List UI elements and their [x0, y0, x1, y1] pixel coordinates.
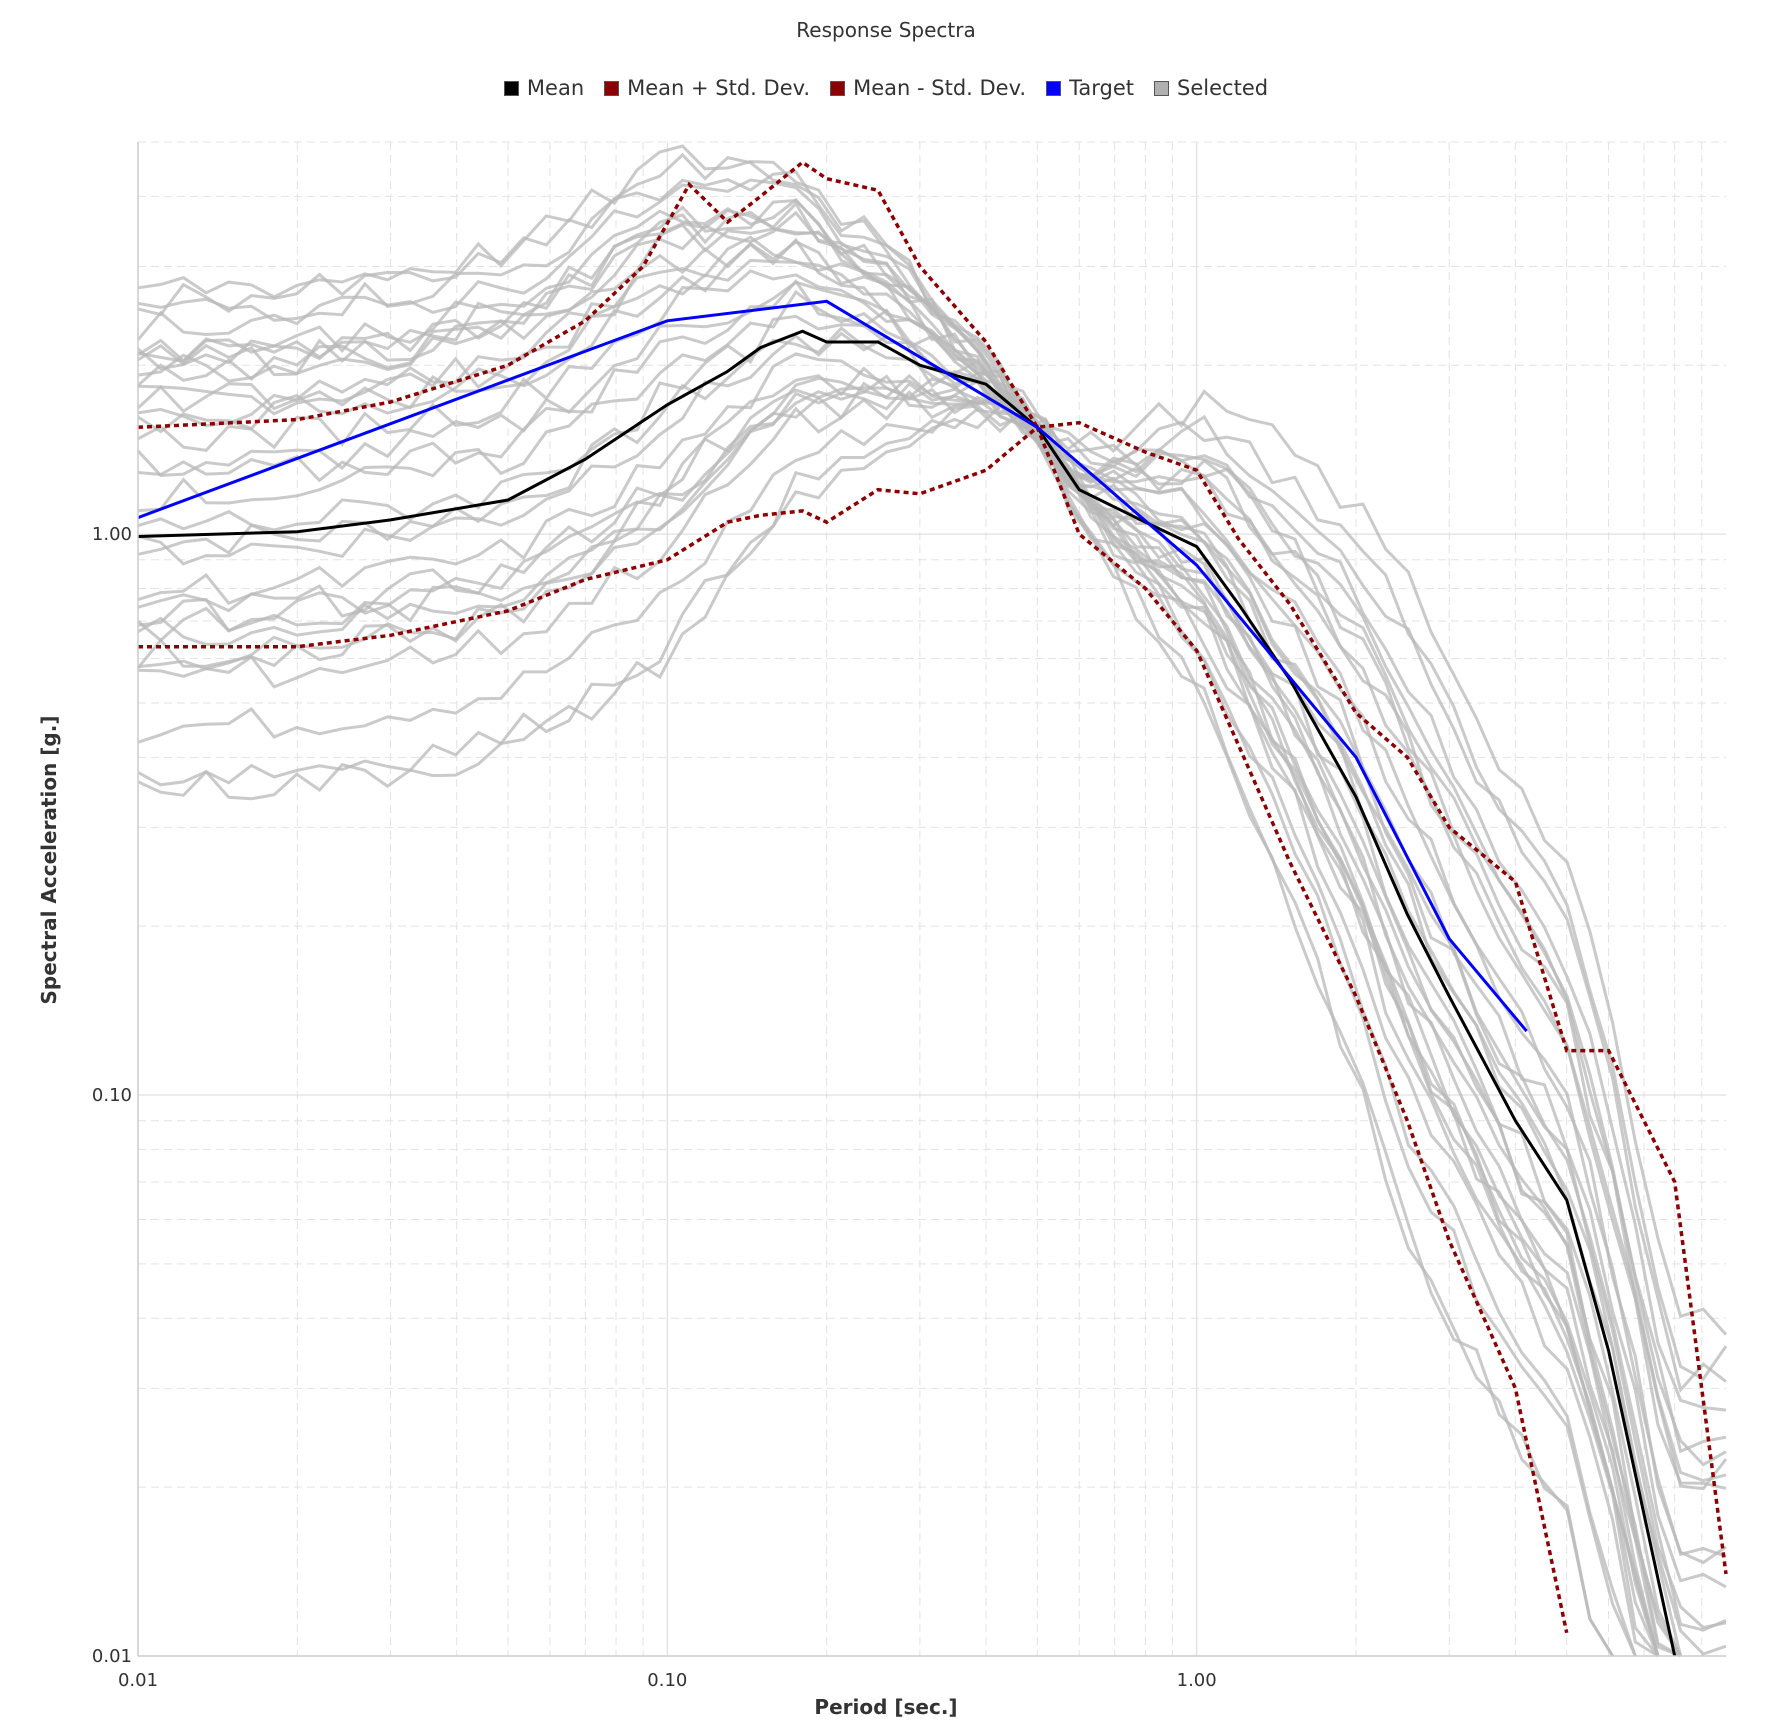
legend-swatch-selected [1154, 80, 1170, 96]
selected-record-line [137, 235, 1727, 1412]
selected-record-line [137, 374, 1682, 1657]
legend-swatch-mean [503, 80, 519, 96]
legend-swatch-mean-minus-std [830, 80, 846, 96]
legend-swatch-mean-plus-std [604, 80, 620, 96]
legend-label-mean: Mean [526, 76, 585, 100]
axes: 0.01 0.10 1.00 0.01 0.10 1.00 [92, 142, 1726, 1691]
selected-record-line [137, 404, 1660, 1657]
selected-record-line [136, 178, 1683, 1657]
legend-label-mean-plus-std: Mean + Std. Dev. [627, 76, 811, 100]
mean-plus-std-line [137, 160, 1728, 1575]
selected-record-line [137, 389, 1727, 1632]
selected-record-line [137, 210, 1659, 1658]
y-tick-label: 0.01 [92, 1646, 132, 1667]
chart-title: Response Spectra [796, 18, 976, 42]
legend-swatch-target [1046, 80, 1062, 96]
y-axis-title: Spectral Acceleration [g.] [37, 716, 61, 1005]
selected-record-line [137, 237, 1682, 1657]
series-lines [137, 160, 1728, 1657]
legend-item-mean[interactable]: Mean [503, 76, 585, 100]
legend-item-selected[interactable]: Selected [1154, 76, 1268, 100]
legend-item-mean-plus-std[interactable]: Mean + Std. Dev. [604, 76, 810, 100]
legend-label-target: Target [1069, 76, 1135, 100]
selected-record-line [137, 269, 1614, 1657]
x-tick-label: 1.00 [1177, 1670, 1217, 1691]
target-line [137, 299, 1528, 1033]
selected-record-line [137, 406, 1727, 1454]
mean-minus-std-line [138, 424, 1569, 1634]
y-tick-label: 1.00 [92, 524, 132, 545]
selected-record-line [137, 152, 1727, 1490]
legend-item-mean-minus-std[interactable]: Mean - Std. Dev. [830, 76, 1026, 100]
selected-records [136, 144, 1728, 1658]
selected-record-line [136, 240, 1637, 1657]
legend-item-target[interactable]: Target [1046, 76, 1134, 100]
selected-record-line [137, 197, 1727, 1467]
selected-record-line [137, 352, 1728, 1336]
legend-label-mean-minus-std: Mean - Std. Dev. [853, 76, 1027, 100]
x-tick-label: 0.01 [118, 1670, 158, 1691]
mean-line [137, 329, 1677, 1657]
selected-record-line [136, 280, 1682, 1657]
x-axis-title: Period [sec.] [814, 1695, 957, 1719]
legend: Mean Mean + Std. Dev. Mean - Std. Dev. T… [0, 76, 1772, 100]
selected-record-line [137, 381, 1660, 1657]
selected-record-line [137, 289, 1614, 1657]
x-tick-label: 0.10 [647, 1670, 687, 1691]
y-tick-label: 0.10 [92, 1085, 132, 1106]
legend-label-selected: Selected [1177, 76, 1269, 100]
grid [137, 141, 1726, 1657]
